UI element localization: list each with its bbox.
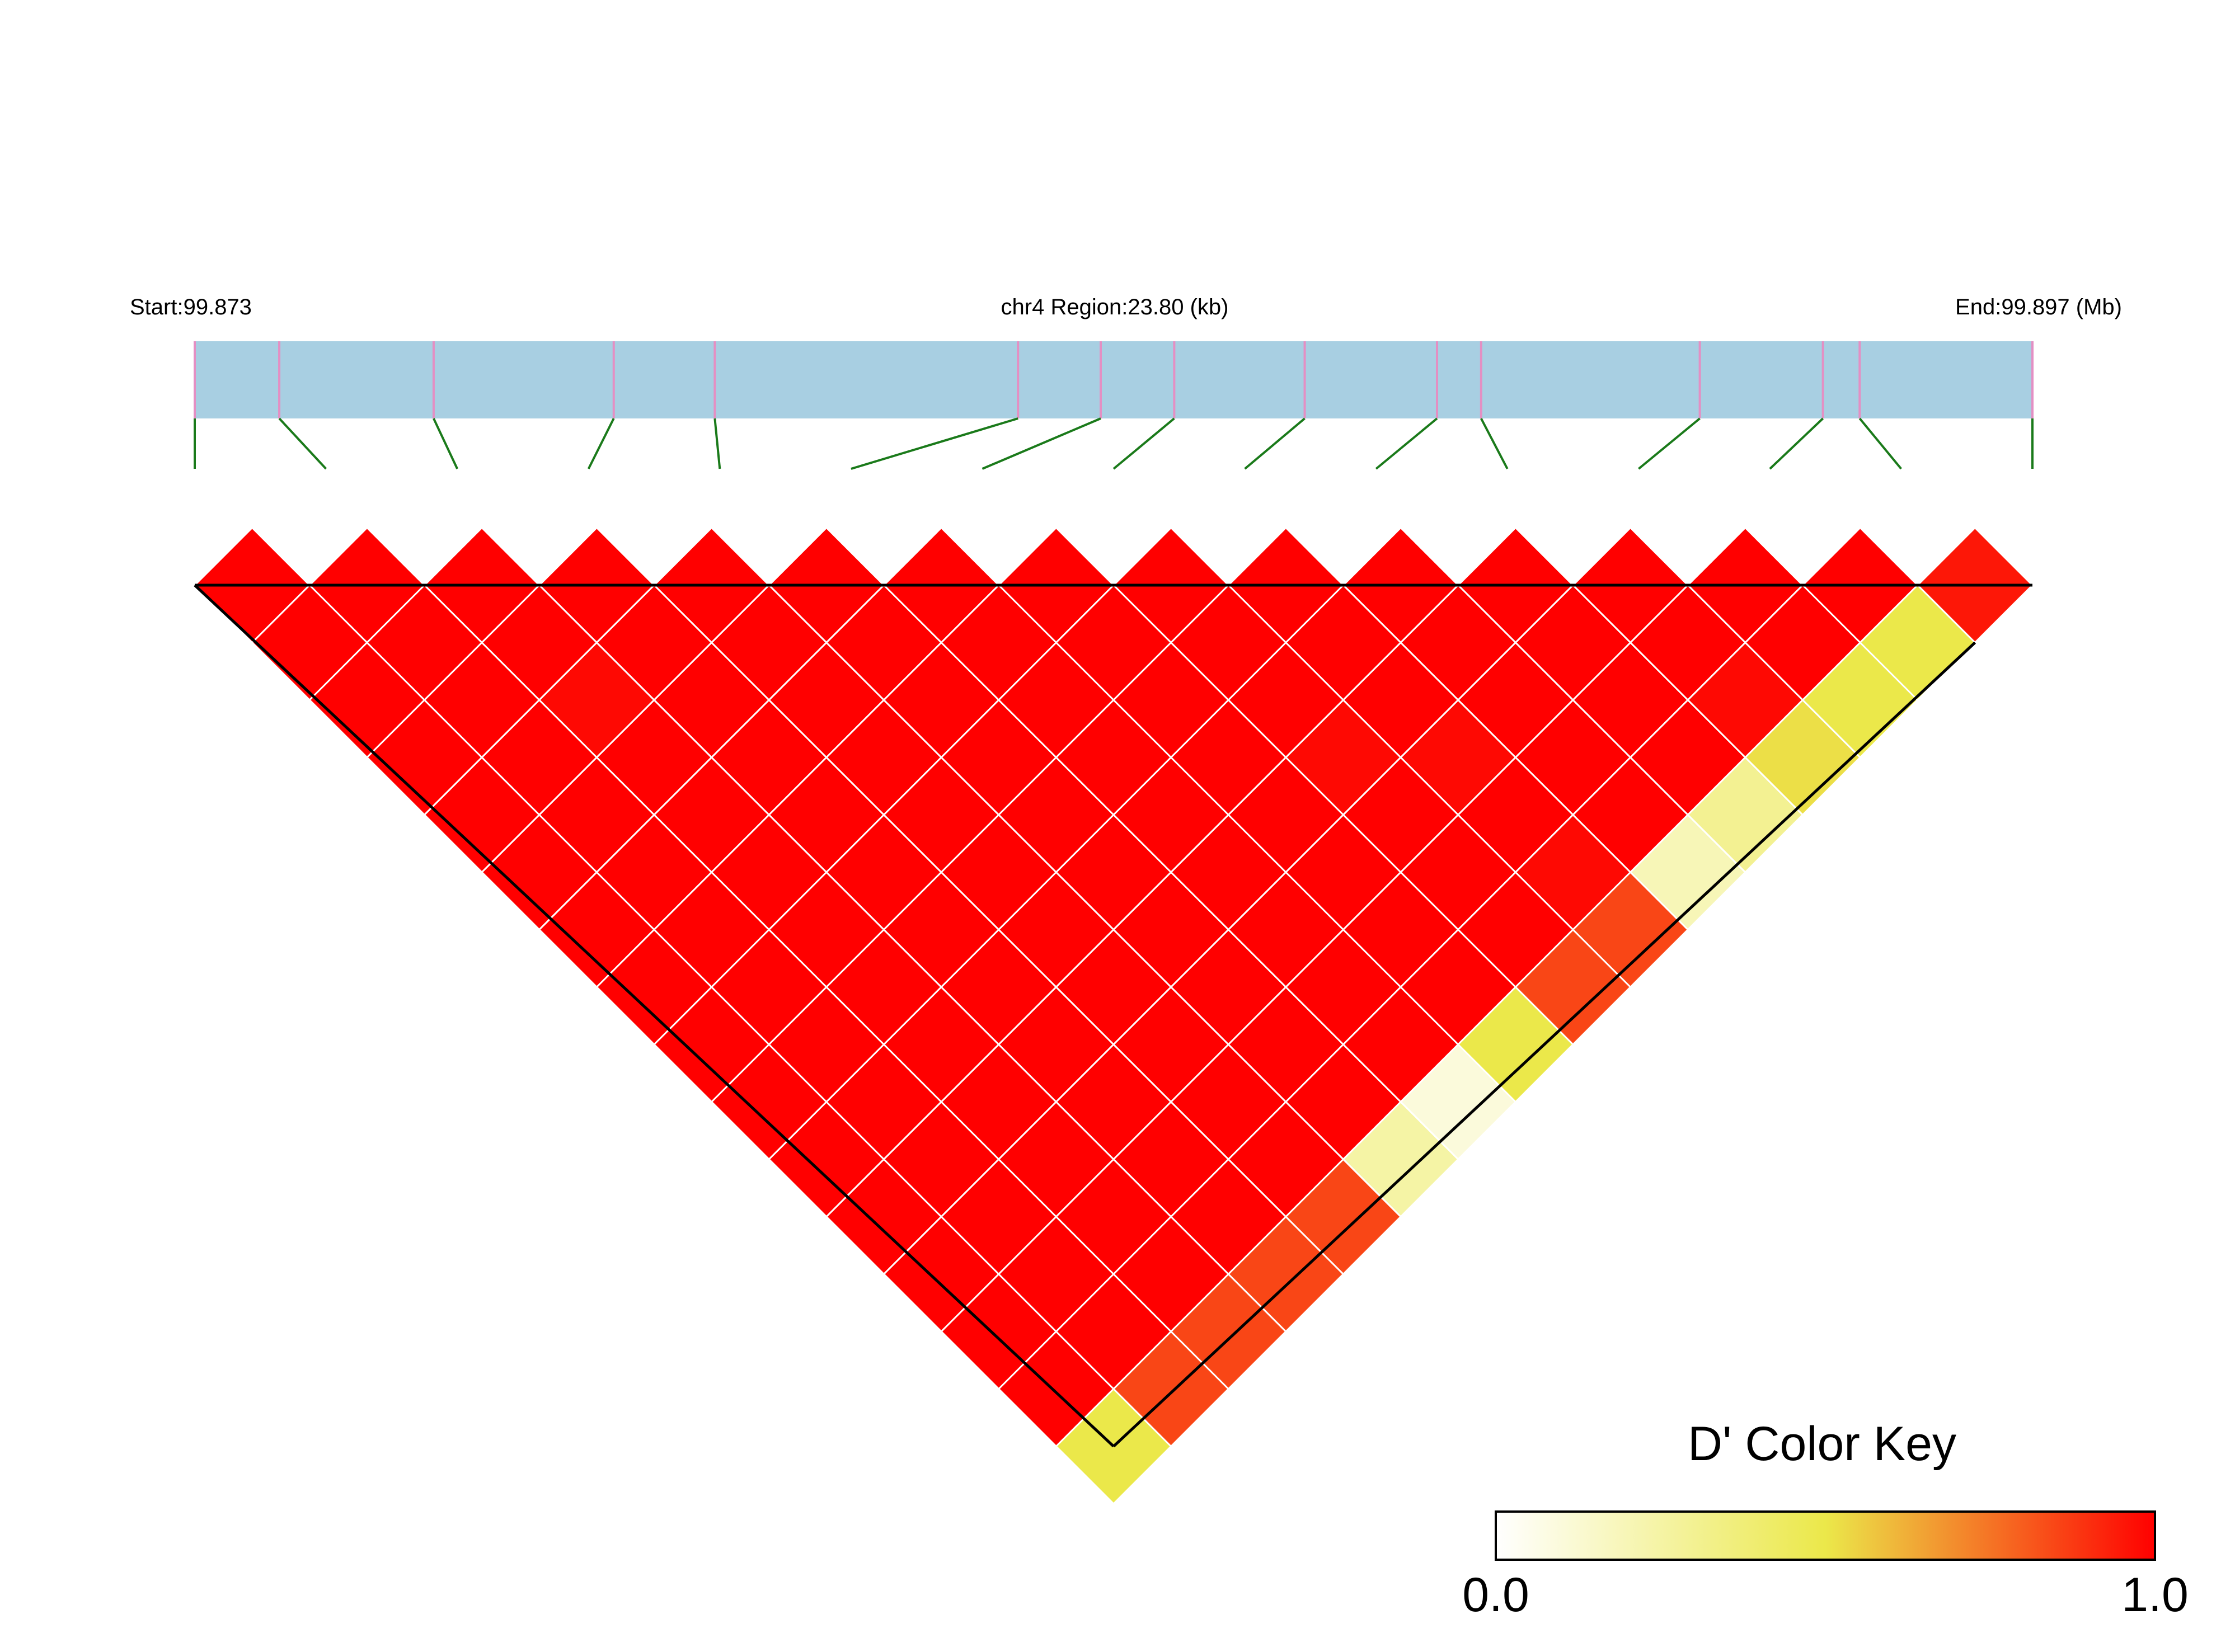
snp-connector: [1480, 418, 1509, 469]
start-label: Start:99.873: [130, 295, 252, 319]
snp-position-ticks: [194, 341, 2034, 418]
snp-connector: [1375, 417, 1438, 470]
snp-connector-lines: [194, 417, 2034, 470]
end-label: End:99.897 (Mb): [1955, 295, 2122, 319]
snp-connector: [1638, 417, 1701, 470]
region-label: chr4 Region:23.80 (kb): [1001, 295, 1229, 319]
snp-connector: [1112, 417, 1175, 470]
heatmap-outline: [194, 583, 2032, 1448]
snp-connector: [433, 418, 458, 469]
ld-cell: [1859, 583, 1976, 702]
snp-connector: [851, 417, 1018, 470]
color-key-bar: [1495, 1510, 2156, 1561]
color-key-max-label: 1.0: [2121, 1568, 2189, 1622]
snp-connector: [278, 417, 327, 470]
ld-heatmap: [193, 526, 2034, 1505]
snp-connector: [1244, 417, 1306, 470]
heatmap-right-edge: [1112, 641, 1976, 1448]
color-key-title: D' Color Key: [1688, 1417, 1956, 1471]
snp-connector: [1858, 417, 1902, 470]
snp-connector: [713, 418, 721, 469]
snp-connector: [1769, 417, 1824, 470]
genomic-region-track: [195, 341, 2032, 418]
snp-connector: [587, 418, 615, 469]
heatmap-left-edge: [194, 584, 1115, 1448]
color-key-min-label: 0.0: [1462, 1568, 1529, 1622]
snp-connector: [982, 417, 1101, 470]
